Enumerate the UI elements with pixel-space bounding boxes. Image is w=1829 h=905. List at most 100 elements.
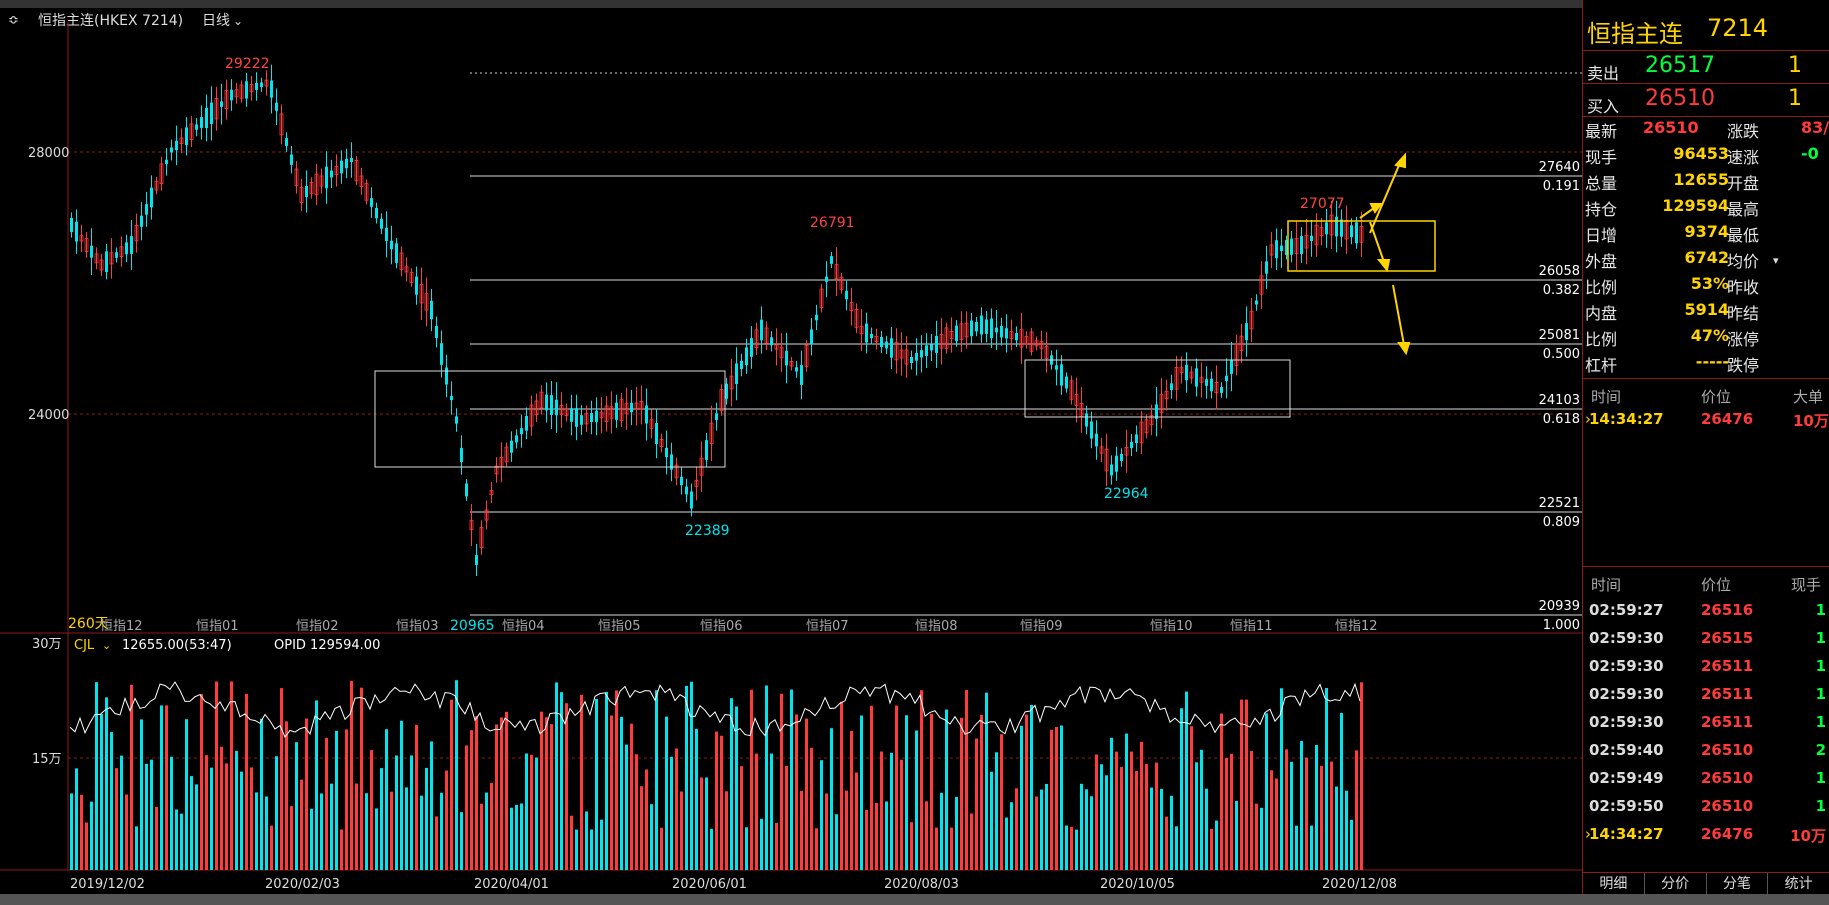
period-selector[interactable]: 日线 [202, 13, 230, 29]
volume-bar [1065, 825, 1068, 870]
bottom-strip [0, 894, 1829, 905]
volume-bar [535, 757, 538, 870]
avg-chevron-icon[interactable]: ▾ [1773, 254, 1779, 267]
volume-bar [360, 687, 363, 870]
volume-bar [1245, 699, 1248, 870]
candle-body [529, 404, 534, 427]
price-tick-24000: 24000 [28, 408, 69, 423]
candle-body [630, 402, 633, 413]
tab-2[interactable]: 分笔 [1707, 873, 1769, 895]
volume-bar [840, 701, 843, 870]
volume-bar [475, 716, 478, 870]
volume-bar [135, 826, 138, 870]
volume-bar [740, 766, 743, 870]
volume-bar [595, 698, 598, 870]
candle-body [1325, 222, 1328, 235]
candle-body [920, 350, 923, 358]
volume-bar [1140, 741, 1143, 870]
high-label-2: 26791 [810, 215, 855, 231]
volume-bar [660, 827, 663, 870]
volume-bar [275, 756, 278, 870]
tab-0[interactable]: 明细 [1583, 873, 1645, 895]
volume-bar [330, 783, 333, 870]
volume-bar [645, 769, 648, 870]
candle-body [944, 327, 949, 349]
tick-qty: 1 [1815, 769, 1826, 787]
stat-label: 日增 [1585, 226, 1618, 245]
candle-body [1335, 216, 1338, 237]
volume-bar [460, 812, 463, 870]
volume-bar [1355, 750, 1358, 870]
volume-bar [880, 751, 883, 870]
indicator-chevron-icon[interactable]: ⌄ [102, 639, 111, 652]
candle-body [964, 322, 969, 338]
tick-qty: 10万 [1790, 827, 1826, 845]
volume-bar [890, 752, 893, 870]
volume-bar [655, 690, 658, 870]
date-axis: 2019/12/02 2020/02/03 2020/04/01 2020/06/01… [70, 877, 1397, 892]
candle-body [1259, 275, 1264, 295]
volume-bar [1160, 788, 1163, 870]
candle-body [1000, 325, 1003, 338]
date-label: 2020/10/05 [1100, 877, 1175, 892]
chevron-down-icon[interactable]: ⌄ [233, 14, 243, 28]
stat-value: 96453 [1673, 144, 1729, 163]
candle-body [649, 419, 654, 429]
candle-body [404, 266, 409, 273]
volume-bar [610, 715, 613, 870]
volume-bar [1190, 726, 1193, 870]
tick-price: 26515 [1701, 629, 1754, 647]
candle-body [694, 479, 699, 487]
volume-indicator[interactable]: CJL [74, 638, 95, 653]
volume-bar [755, 753, 758, 870]
volume-bar [1175, 826, 1178, 870]
volume-bar [245, 693, 248, 870]
candle-body [849, 302, 854, 312]
candle-body [239, 84, 244, 99]
candlestick-chart[interactable]: ≎ 恒指主连(HKEX 7214) 日线 ⌄ 28000 24000 30万 1… [0, 0, 1582, 894]
candle-body [309, 182, 314, 194]
candle-body [925, 345, 928, 356]
candle-body [330, 170, 333, 178]
tab-3[interactable]: 统计 [1768, 873, 1829, 895]
month-label: 恒指12 [100, 619, 143, 634]
volume-bar [115, 768, 118, 870]
range-box-1[interactable] [374, 370, 726, 468]
candle-body [1220, 387, 1223, 393]
volume-bar [155, 806, 158, 870]
volume-bar [125, 794, 128, 870]
tab-1[interactable]: 分价 [1645, 873, 1707, 895]
volume-bar [680, 791, 683, 870]
chart-menu-icon[interactable]: ≎ [8, 13, 19, 28]
candle-body [1304, 234, 1309, 249]
candle-body [515, 435, 518, 443]
fib-price: 27640 [1539, 160, 1580, 175]
candle-body [1085, 413, 1088, 427]
candle-body [1170, 383, 1173, 391]
month-label: 恒指06 [700, 619, 743, 634]
volume-bar [1285, 749, 1288, 870]
volume-bar [1260, 807, 1263, 870]
volume-bar [340, 829, 343, 870]
candle-body [75, 221, 78, 242]
volume-bar [445, 770, 448, 870]
stat-label: 最新 [1585, 122, 1618, 141]
price-tick-28000: 28000 [28, 146, 69, 161]
candle-body [564, 408, 569, 417]
candle-body [1164, 390, 1169, 400]
volume-bar [175, 809, 178, 870]
volume-bar [1250, 750, 1253, 870]
range-box-2[interactable] [1024, 359, 1291, 418]
candle-body [1225, 375, 1228, 381]
volume-bar [980, 714, 983, 870]
volume-bar [765, 685, 768, 870]
stat-label-2: 速涨 [1727, 148, 1760, 167]
candle-body [949, 331, 954, 339]
candle-body [1044, 346, 1049, 359]
range-box-3[interactable] [1287, 220, 1436, 272]
candle-body [489, 490, 494, 495]
volume-bar [720, 735, 723, 870]
candle-body [255, 82, 258, 90]
candle-body [290, 154, 293, 165]
volume-bar [805, 718, 808, 870]
